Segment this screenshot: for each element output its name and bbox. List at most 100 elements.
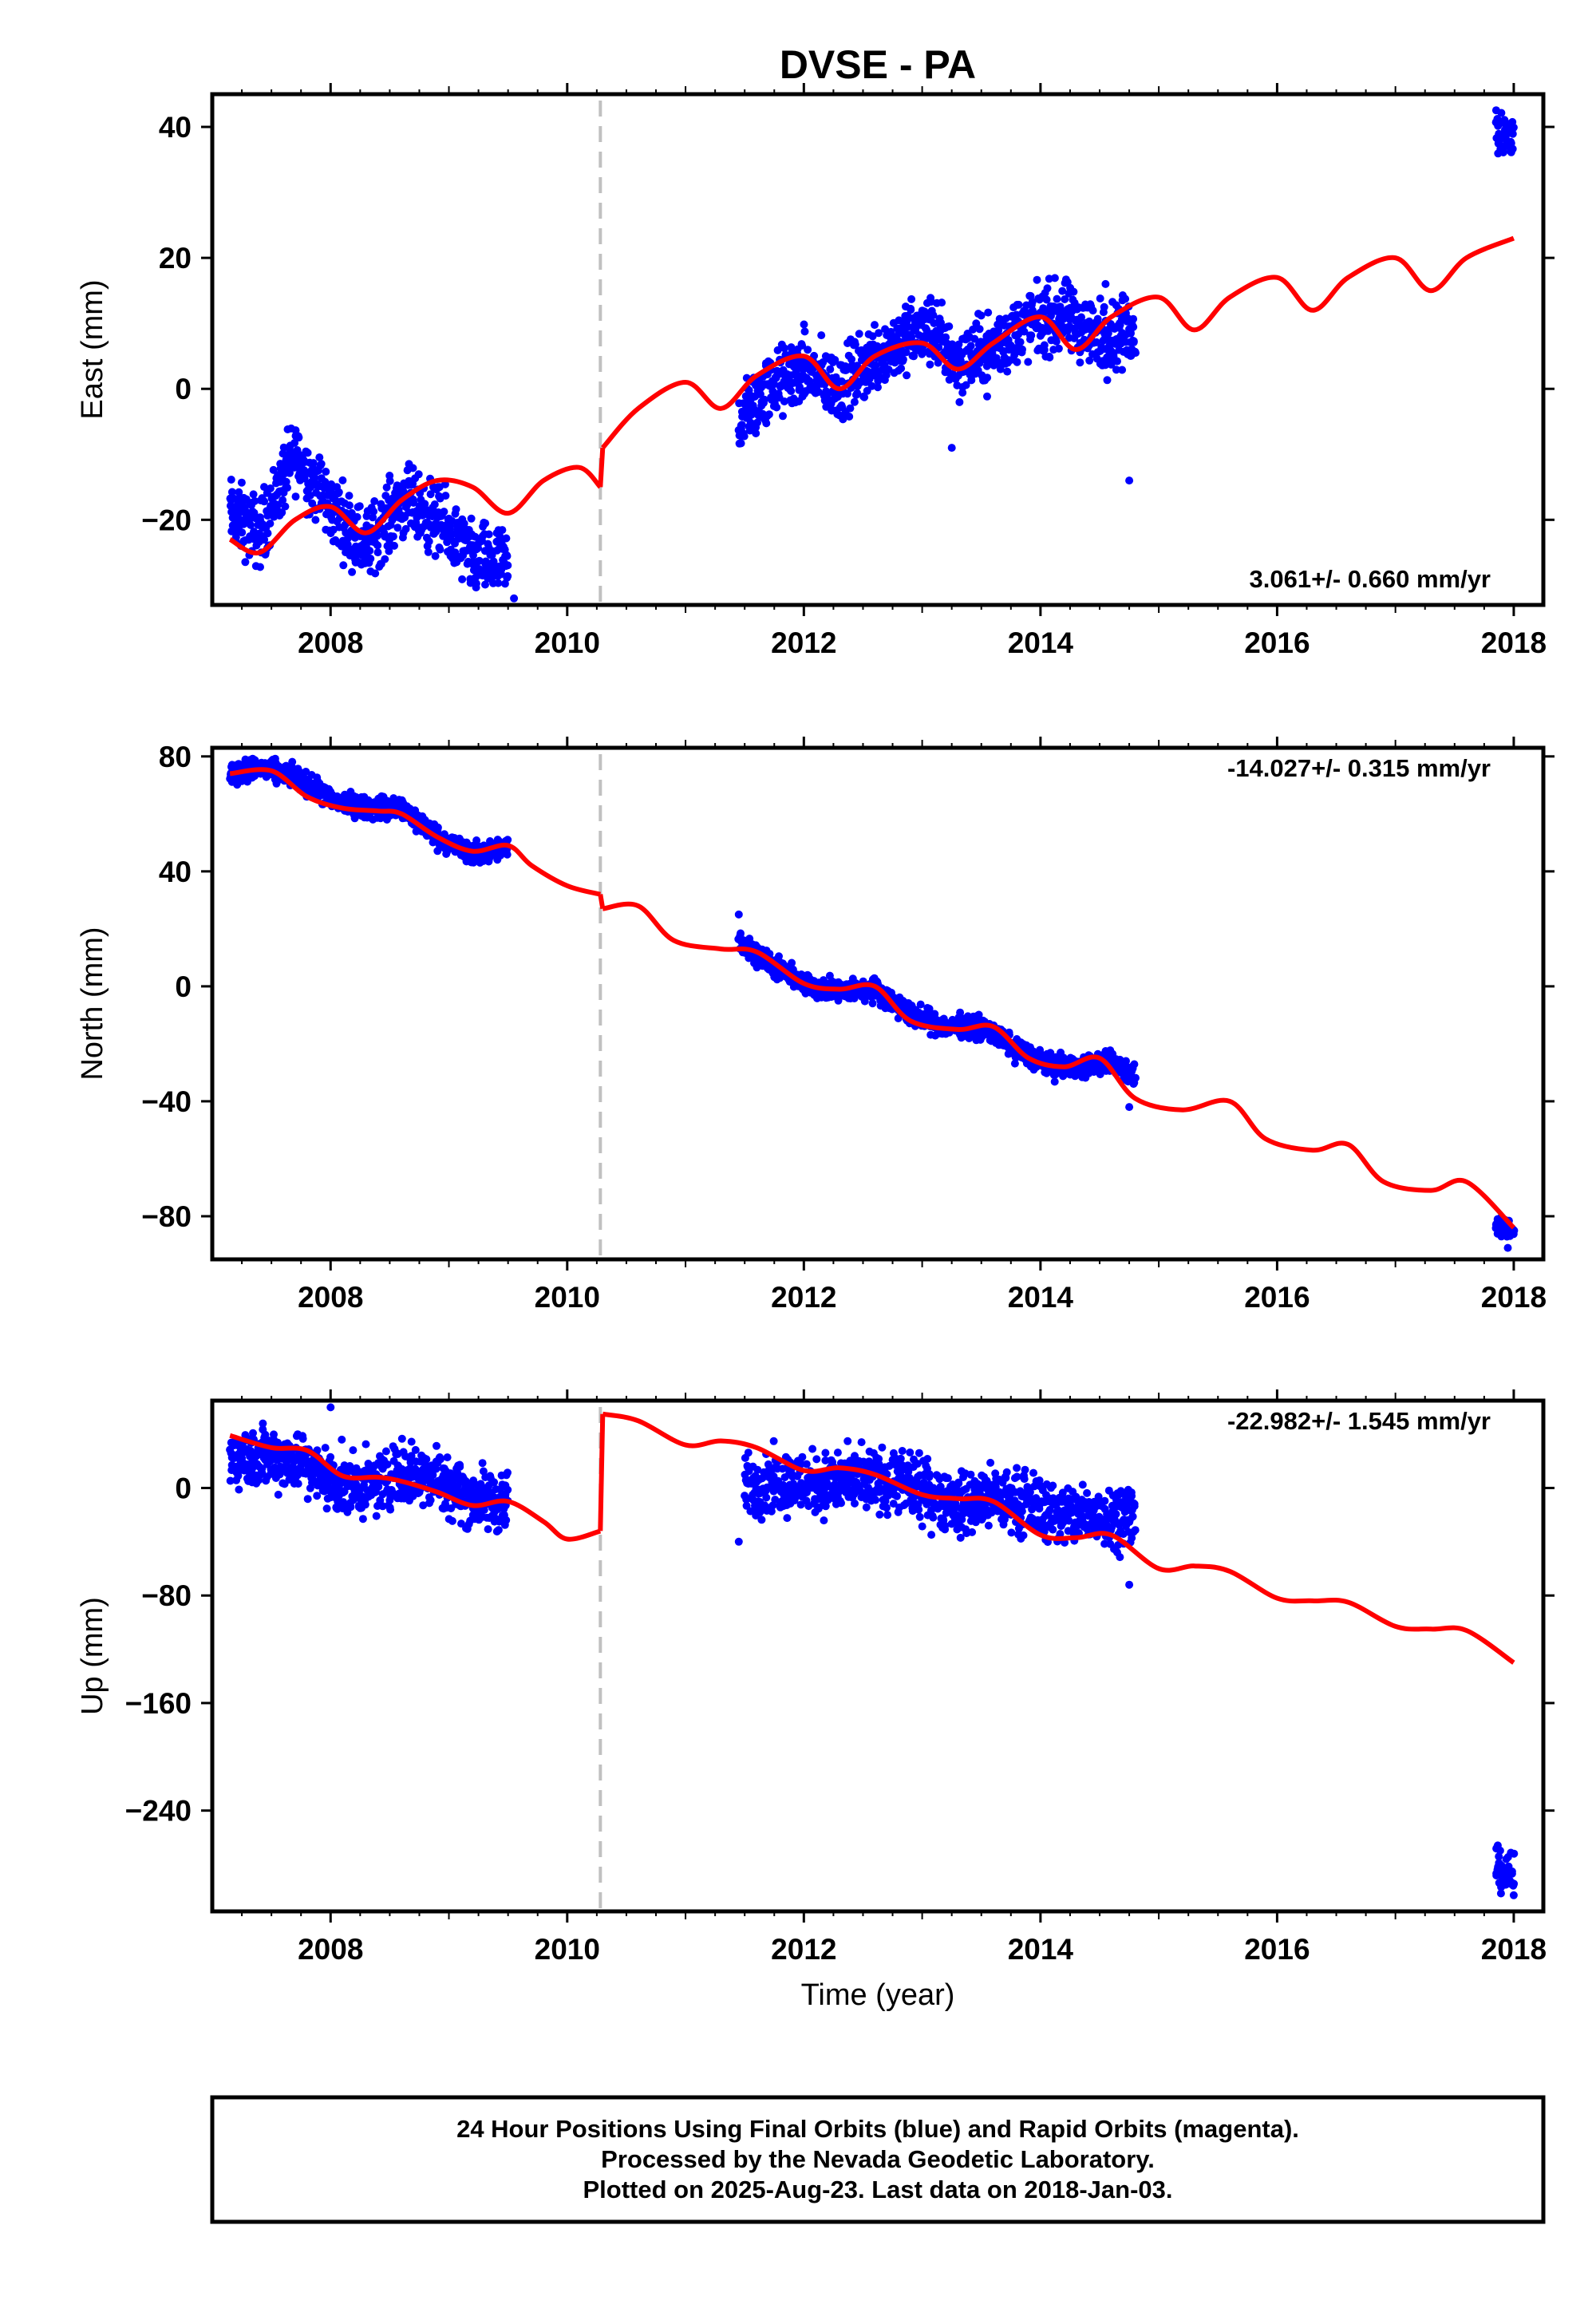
east-position-point — [310, 473, 319, 482]
north-y-tick-label: −80 — [141, 1200, 192, 1233]
up-position-point — [422, 1455, 431, 1464]
east-position-point — [860, 393, 869, 401]
east-position-point — [373, 548, 382, 557]
north-outlier-point — [734, 910, 743, 919]
east-position-point — [1045, 352, 1053, 361]
east-position-point — [263, 529, 272, 538]
up-position-point — [878, 1443, 887, 1452]
east-position-point — [772, 403, 781, 412]
east-position-point — [381, 555, 389, 563]
up-y-tick-label: −80 — [141, 1579, 192, 1612]
east-position-point — [291, 492, 300, 501]
east-position-point — [874, 383, 882, 392]
up-position-point — [270, 1430, 278, 1439]
north-model-offset — [598, 894, 606, 910]
east-position-point — [256, 563, 264, 571]
up-position-point — [235, 1485, 243, 1494]
up-position-point — [821, 1448, 830, 1457]
east-position-point — [760, 395, 768, 404]
up-position-point — [851, 1499, 859, 1508]
north-x-tick-label: 2018 — [1481, 1281, 1547, 1314]
east-position-point — [441, 492, 450, 500]
up-position-point — [456, 1463, 464, 1471]
east-position-point — [294, 433, 303, 442]
up-position-point — [504, 1468, 512, 1477]
up-position-point — [494, 1526, 503, 1535]
up-position-point — [426, 1496, 435, 1504]
east-position-point — [426, 490, 435, 499]
up-position-point — [411, 1445, 420, 1454]
east-position-point — [1132, 349, 1140, 358]
east-position-point — [780, 397, 788, 405]
east-position-point — [753, 418, 761, 427]
north-position-point — [868, 999, 877, 1008]
east-position-point — [831, 356, 839, 364]
east-position-point — [1069, 287, 1078, 296]
up-position-point — [490, 1478, 499, 1487]
east-x-tick-label: 2008 — [298, 626, 363, 659]
east-position-point — [853, 389, 862, 397]
east-position-point — [279, 449, 287, 458]
east-position-point — [390, 541, 398, 550]
north-outlier-point — [1125, 1103, 1134, 1112]
up-position-point — [808, 1445, 817, 1453]
east-outlier-point — [510, 594, 519, 603]
east-position-point — [414, 470, 423, 479]
north-x-tick-label: 2008 — [298, 1281, 363, 1314]
east-position-point — [871, 361, 880, 370]
east-position-point — [1053, 294, 1061, 303]
east-position-point — [311, 516, 320, 524]
north-position-point — [271, 754, 279, 763]
up-position-point — [234, 1472, 243, 1480]
east-position-point — [260, 536, 269, 544]
east-position-point — [770, 380, 779, 389]
east-position-point — [409, 499, 418, 507]
east-position-point — [247, 520, 255, 529]
east-x-tick-label: 2012 — [771, 626, 836, 659]
east-position-point — [966, 342, 975, 350]
up-position-point — [762, 1493, 771, 1502]
east-outlier-point — [1101, 279, 1110, 288]
east-position-point — [903, 322, 912, 331]
east-position-point — [401, 524, 410, 533]
up-position-point — [757, 1516, 766, 1524]
east-position-point — [1054, 344, 1063, 353]
up-position-point — [802, 1460, 811, 1468]
east-position-point — [260, 483, 268, 492]
east-position-point — [382, 483, 391, 492]
east-position-point — [469, 551, 477, 559]
east-position-point — [983, 392, 991, 401]
north-position-point — [1130, 1060, 1139, 1069]
east-position-point — [897, 364, 906, 373]
east-position-point — [290, 439, 299, 447]
east-position-point — [440, 508, 448, 516]
up-position-point — [769, 1437, 778, 1445]
up-position-point — [303, 1495, 312, 1504]
east-position-point — [393, 524, 402, 532]
east-position-point — [800, 327, 809, 336]
east-position-point — [1129, 314, 1138, 323]
north-x-tick-label: 2016 — [1244, 1281, 1310, 1314]
up-position-point — [504, 1485, 512, 1494]
east-position-point — [481, 580, 489, 589]
north-position-point — [503, 850, 512, 859]
east-position-point — [832, 373, 840, 381]
north-position-point — [1050, 1077, 1059, 1086]
east-position-point — [458, 575, 467, 583]
east-y-axis-label: East (mm) — [76, 279, 109, 419]
east-position-point — [737, 439, 745, 448]
east-position-point — [249, 490, 258, 499]
east-position-point — [366, 555, 375, 563]
east-y-tick-label: 40 — [159, 111, 192, 144]
east-x-tick-label: 2010 — [535, 626, 600, 659]
north-x-tick-label: 2014 — [1008, 1281, 1074, 1314]
east-position-point — [1018, 345, 1026, 354]
north-daily-positions — [226, 754, 1519, 1252]
north-y-tick-label: −40 — [141, 1085, 192, 1118]
east-position-point — [1096, 294, 1104, 302]
up-position-point — [321, 1444, 330, 1452]
east-position-point — [283, 484, 291, 492]
east-position-point — [1024, 358, 1033, 366]
up-position-point — [883, 1504, 891, 1512]
